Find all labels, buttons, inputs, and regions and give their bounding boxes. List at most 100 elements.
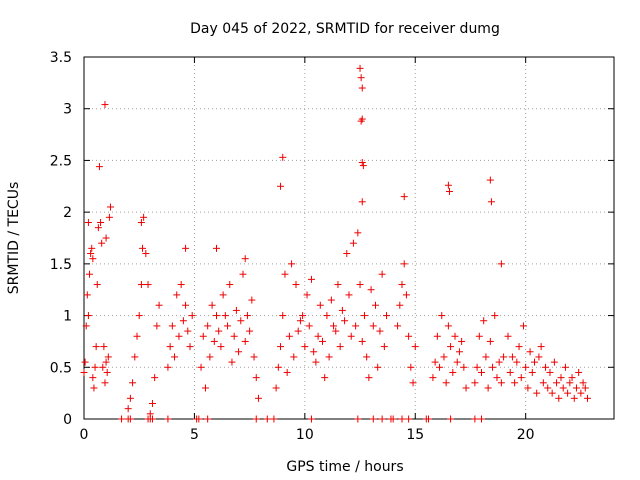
data-point — [93, 281, 101, 289]
x-tick-label: 5 — [190, 427, 199, 443]
data-point — [487, 198, 495, 206]
data-point — [548, 389, 556, 397]
data-point — [263, 415, 271, 423]
data-point — [354, 415, 362, 423]
data-point — [546, 368, 554, 376]
data-point — [544, 384, 552, 392]
data-point — [307, 415, 315, 423]
data-point — [102, 234, 110, 242]
data-point — [241, 255, 249, 263]
data-point — [357, 117, 365, 125]
data-point — [400, 260, 408, 268]
data-point — [104, 353, 112, 361]
data-point — [197, 363, 205, 371]
data-point — [411, 343, 419, 351]
data-point — [221, 312, 229, 320]
data-point — [380, 343, 388, 351]
y-tick-label: 1 — [63, 309, 72, 325]
data-point — [131, 353, 139, 361]
data-point — [182, 244, 190, 252]
data-point — [484, 384, 492, 392]
data-point — [398, 281, 406, 289]
data-point — [497, 379, 505, 387]
data-point — [517, 374, 525, 382]
data-point — [288, 260, 296, 268]
data-point — [489, 363, 497, 371]
data-point — [98, 239, 106, 247]
data-point — [577, 389, 585, 397]
data-point — [283, 368, 291, 376]
plot-frame — [83, 56, 615, 420]
data-point — [378, 270, 386, 278]
data-point — [246, 327, 254, 335]
data-point — [564, 389, 572, 397]
data-point — [566, 379, 574, 387]
data-point — [491, 312, 499, 320]
data-point — [235, 348, 243, 356]
data-point — [206, 353, 214, 361]
data-point — [103, 368, 111, 376]
data-point — [451, 332, 459, 340]
data-point — [155, 301, 163, 309]
data-point — [252, 374, 260, 382]
data-point — [228, 358, 236, 366]
data-point — [171, 353, 179, 361]
data-point — [325, 353, 333, 361]
data-point — [535, 353, 543, 361]
data-point — [568, 374, 576, 382]
data-point — [80, 368, 88, 376]
data-point — [237, 317, 245, 325]
data-point — [166, 343, 174, 351]
data-point — [301, 343, 309, 351]
data-point — [213, 312, 220, 320]
data-point — [349, 239, 357, 247]
data-point — [352, 322, 360, 330]
data-point — [270, 415, 278, 423]
data-point — [140, 213, 148, 221]
data-point — [369, 322, 377, 330]
data-point — [575, 368, 583, 376]
data-point — [360, 312, 368, 320]
y-tick-label: 0.5 — [50, 360, 72, 376]
data-point — [84, 218, 92, 226]
x-tick-label: 20 — [517, 427, 535, 443]
data-point — [473, 363, 481, 371]
data-point — [531, 358, 538, 366]
data-point — [338, 306, 346, 314]
data-point — [184, 327, 192, 335]
data-point — [303, 291, 311, 299]
data-point — [188, 312, 196, 320]
data-point — [323, 312, 331, 320]
data-point — [444, 322, 452, 330]
data-point — [135, 312, 143, 320]
data-point — [581, 384, 589, 392]
data-point — [330, 322, 338, 330]
data-point — [559, 384, 567, 392]
data-point — [358, 198, 366, 206]
data-point — [254, 394, 262, 402]
data-point — [357, 74, 365, 82]
data-point — [279, 153, 287, 161]
data-point — [561, 363, 569, 371]
data-point — [129, 379, 137, 387]
data-point — [374, 363, 382, 371]
data-point — [445, 187, 453, 195]
data-point — [213, 244, 220, 252]
data-point — [279, 312, 287, 320]
data-point — [513, 358, 521, 366]
data-point — [95, 163, 103, 171]
data-point — [345, 291, 353, 299]
data-point — [215, 327, 223, 335]
data-points — [80, 64, 591, 423]
data-point — [511, 379, 519, 387]
data-point — [277, 182, 285, 190]
y-axis-label: SRMTID / TECUs — [6, 182, 22, 295]
data-point — [82, 322, 90, 330]
x-tick-label: 15 — [406, 427, 424, 443]
data-point — [480, 317, 488, 325]
data-point — [358, 337, 366, 345]
data-point — [365, 374, 373, 382]
data-point — [409, 379, 417, 387]
data-point — [195, 415, 203, 423]
data-point — [84, 312, 92, 320]
